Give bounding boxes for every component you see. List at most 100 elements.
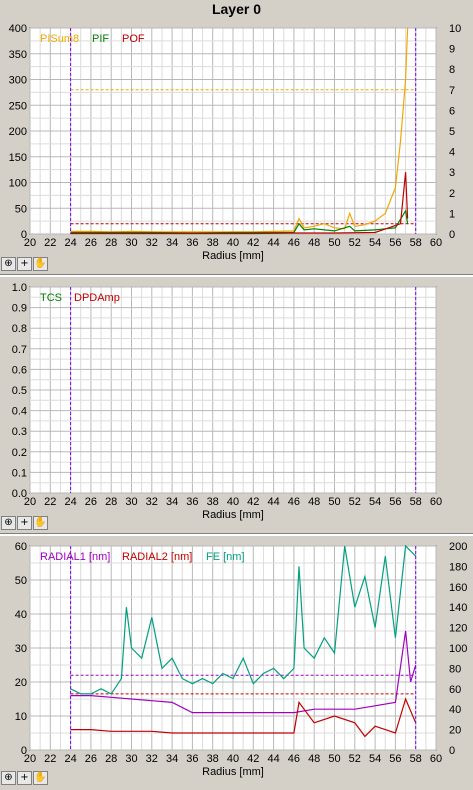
x-tick-label: 38 xyxy=(207,237,219,249)
y-tick-label: 50 xyxy=(15,203,27,215)
x-tick-label: 28 xyxy=(105,753,117,765)
x-tick-label: 32 xyxy=(146,237,158,249)
y-tick-label: 0.8 xyxy=(12,323,27,335)
x-tick-label: 58 xyxy=(410,237,422,249)
y2-tick-label: 160 xyxy=(449,582,467,594)
x-tick-label: 52 xyxy=(349,496,361,508)
x-tick-label: 52 xyxy=(349,753,361,765)
crosshair-icon[interactable]: + xyxy=(17,771,32,785)
legend-entry: RADIAL2 [nm] xyxy=(122,551,192,563)
y2-tick-label: 60 xyxy=(449,684,461,696)
x-tick-label: 42 xyxy=(247,237,259,249)
x-axis-label: Radius [mm] xyxy=(202,766,264,778)
y2-tick-label: 2 xyxy=(449,188,455,200)
magnify-icon[interactable]: ⊕ xyxy=(1,771,16,785)
x-tick-label: 46 xyxy=(288,753,300,765)
x-tick-label: 46 xyxy=(288,496,300,508)
panel-divider[interactable] xyxy=(0,274,473,277)
x-tick-label: 30 xyxy=(125,496,137,508)
x-tick-label: 20 xyxy=(24,496,36,508)
x-tick-label: 28 xyxy=(105,496,117,508)
x-tick-label: 50 xyxy=(328,237,340,249)
y2-tick-label: 5 xyxy=(449,126,455,138)
y2-tick-label: 8 xyxy=(449,64,455,76)
legend-entry: RADIAL1 [nm] xyxy=(40,551,110,563)
series-line xyxy=(70,630,417,714)
panel-divider[interactable] xyxy=(0,533,473,536)
x-tick-label: 24 xyxy=(64,237,76,249)
x-tick-label: 42 xyxy=(247,753,259,765)
y2-tick-label: 180 xyxy=(449,561,467,573)
y-tick-label: 0.4 xyxy=(12,406,27,418)
y-tick-label: 0.3 xyxy=(12,426,27,438)
y2-tick-label: 10 xyxy=(449,23,461,35)
y2-tick-label: 140 xyxy=(449,602,467,614)
magnify-icon[interactable]: ⊕ xyxy=(1,257,16,271)
y-tick-label: 0 xyxy=(21,229,27,241)
y2-tick-label: 80 xyxy=(449,663,461,675)
y-tick-label: 50 xyxy=(15,575,27,587)
x-tick-label: 22 xyxy=(44,753,56,765)
x-tick-label: 34 xyxy=(166,496,178,508)
x-tick-label: 44 xyxy=(267,496,279,508)
legend-entry: POF xyxy=(122,33,145,45)
y-tick-label: 250 xyxy=(9,100,27,112)
y2-tick-label: 200 xyxy=(449,541,467,553)
x-axis-label: Radius [mm] xyxy=(202,250,264,262)
legend-entry: TCS xyxy=(40,292,62,304)
y-tick-label: 1.0 xyxy=(12,282,27,294)
y-tick-label: 0.6 xyxy=(12,364,27,376)
x-tick-label: 46 xyxy=(288,237,300,249)
y2-tick-label: 100 xyxy=(449,643,467,655)
window-title: Layer 0 xyxy=(211,1,262,17)
y-tick-label: 0.1 xyxy=(12,467,27,479)
legend-entry: FE [nm] xyxy=(206,551,245,563)
y-tick-label: 20 xyxy=(15,677,27,689)
x-tick-label: 26 xyxy=(85,496,97,508)
x-tick-label: 30 xyxy=(125,237,137,249)
x-tick-label: 44 xyxy=(267,237,279,249)
x-tick-label: 20 xyxy=(24,237,36,249)
y2-tick-label: 1 xyxy=(449,208,455,220)
crosshair-icon[interactable]: + xyxy=(17,257,32,271)
x-tick-label: 56 xyxy=(389,237,401,249)
x-tick-label: 42 xyxy=(247,496,259,508)
x-tick-label: 60 xyxy=(430,753,442,765)
x-tick-label: 58 xyxy=(410,753,422,765)
x-tick-label: 48 xyxy=(308,237,320,249)
magnify-icon[interactable]: ⊕ xyxy=(1,516,16,530)
x-tick-label: 48 xyxy=(308,496,320,508)
hand-icon[interactable]: ✋ xyxy=(33,771,48,785)
hand-icon[interactable]: ✋ xyxy=(33,516,48,530)
crosshair-icon[interactable]: + xyxy=(17,516,32,530)
y2-tick-label: 4 xyxy=(449,147,455,159)
x-tick-label: 36 xyxy=(186,496,198,508)
x-tick-label: 20 xyxy=(24,753,36,765)
chart-toolbar: ⊕ + ✋ xyxy=(1,516,48,530)
x-tick-label: 48 xyxy=(308,753,320,765)
series-line xyxy=(70,27,409,233)
x-tick-label: 36 xyxy=(186,753,198,765)
x-tick-label: 24 xyxy=(64,496,76,508)
x-tick-label: 28 xyxy=(105,237,117,249)
x-tick-label: 40 xyxy=(227,496,239,508)
y2-tick-label: 9 xyxy=(449,44,455,56)
x-tick-label: 50 xyxy=(328,753,340,765)
chart-panel-tcs: 20 22 24 26 28 30 32 34 36 38 40 42 44 46 48 50 52 54 56 58… xyxy=(0,277,473,531)
y-tick-label: 40 xyxy=(15,609,27,621)
chart-tcs: 20 22 24 26 28 30 32 34 36 38 40 42 44 46 48 50 52 54 56 58… xyxy=(12,282,442,521)
x-tick-label: 54 xyxy=(369,753,381,765)
series-line xyxy=(70,544,417,695)
hand-icon[interactable]: ✋ xyxy=(33,257,48,271)
y-tick-label: 150 xyxy=(9,152,27,164)
y2-tick-label: 3 xyxy=(449,167,455,179)
x-tick-label: 44 xyxy=(267,753,279,765)
x-tick-label: 50 xyxy=(328,496,340,508)
chart-pisum: 20 22 24 26 28 30 32 34 36 38 40 42 44 46 48 50 52 54 56 58… xyxy=(9,23,462,262)
x-tick-label: 38 xyxy=(207,496,219,508)
y2-tick-label: 20 xyxy=(449,725,461,737)
y-tick-label: 100 xyxy=(9,178,27,190)
y-tick-label: 60 xyxy=(15,541,27,553)
series-line xyxy=(70,172,409,235)
chart-panel-pisum: 20 22 24 26 28 30 32 34 36 38 40 42 44 46 48 50 52 54 56 58… xyxy=(0,20,473,272)
